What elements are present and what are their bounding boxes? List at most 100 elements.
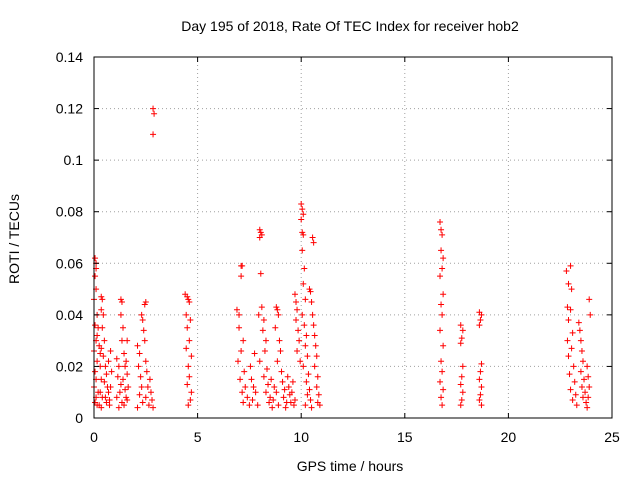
data-point [246,402,253,409]
data-point [568,286,575,293]
data-point [273,389,280,396]
data-point [577,368,584,375]
data-point [103,371,110,378]
data-point [577,337,584,344]
data-point [114,373,121,380]
data-point [241,368,248,375]
data-point [478,311,485,318]
data-point [98,293,105,300]
data-point [478,360,485,367]
data-point [121,402,128,409]
data-point [262,337,269,344]
data-point [565,353,572,360]
data-point [571,378,578,385]
data-point [142,394,149,401]
data-point [458,396,465,403]
data-point [256,358,263,365]
data-point [437,378,444,385]
data-point [438,301,445,308]
data-point [99,296,106,303]
x-tick-label: 25 [604,429,620,445]
data-point [260,317,267,324]
data-point [187,396,194,403]
data-point [276,337,283,344]
data-point [299,247,306,254]
data-point [437,219,444,226]
data-point [98,404,105,411]
data-point [143,368,150,375]
data-point [238,347,245,354]
y-tick-label: 0.12 [56,101,83,117]
data-point [572,391,579,398]
data-point [569,396,576,403]
data-point [299,311,306,318]
data-point [274,306,281,313]
data-point [134,404,141,411]
grid [94,57,612,418]
data-point [476,376,483,383]
data-point [186,373,193,380]
data-point [122,363,129,370]
data-point [242,384,249,391]
data-point [185,296,192,303]
data-point [92,273,99,280]
data-point [291,291,298,298]
data-point [106,396,113,403]
data-point [237,376,244,383]
data-point [244,394,251,401]
data-points [91,105,594,411]
data-point [264,366,271,373]
data-point [184,381,191,388]
data-point [187,317,194,324]
data-point [120,376,127,383]
data-point [260,373,267,380]
y-axis-title: ROTI / TECUs [6,194,22,284]
data-point [236,324,243,331]
data-point [280,394,287,401]
data-point [579,394,586,401]
x-tick-label: 10 [293,429,309,445]
data-point [305,371,312,378]
data-point [570,363,577,370]
data-point [304,391,311,398]
data-point [103,399,110,406]
data-point [575,319,582,326]
data-point [254,402,261,409]
data-point [439,402,446,409]
data-point [256,226,263,233]
data-point [137,373,144,380]
data-point [123,358,130,365]
data-point [309,311,316,318]
data-point [92,368,99,375]
x-tick-label: 20 [501,429,517,445]
data-point [312,342,319,349]
data-point [437,273,444,280]
data-point [307,288,314,295]
data-point [186,298,193,305]
data-point [563,268,570,275]
data-point [439,311,446,318]
data-point [141,337,148,344]
data-point [100,353,107,360]
data-point [298,200,305,207]
data-point [285,384,292,391]
data-point [92,322,99,329]
data-point [268,376,275,383]
axis-ticks [93,56,613,419]
data-point [459,327,466,334]
data-point [101,378,108,385]
data-point [102,394,109,401]
data-point [457,340,464,347]
data-point [256,234,263,241]
data-point [240,399,247,406]
data-point [266,399,273,406]
data-point [306,386,313,393]
y-tick-label: 0.08 [56,204,83,220]
data-point [113,394,120,401]
data-point [138,384,145,391]
data-point [478,402,485,409]
data-point [115,363,122,370]
data-point [249,396,256,403]
data-point [94,358,101,365]
data-point [270,396,277,403]
